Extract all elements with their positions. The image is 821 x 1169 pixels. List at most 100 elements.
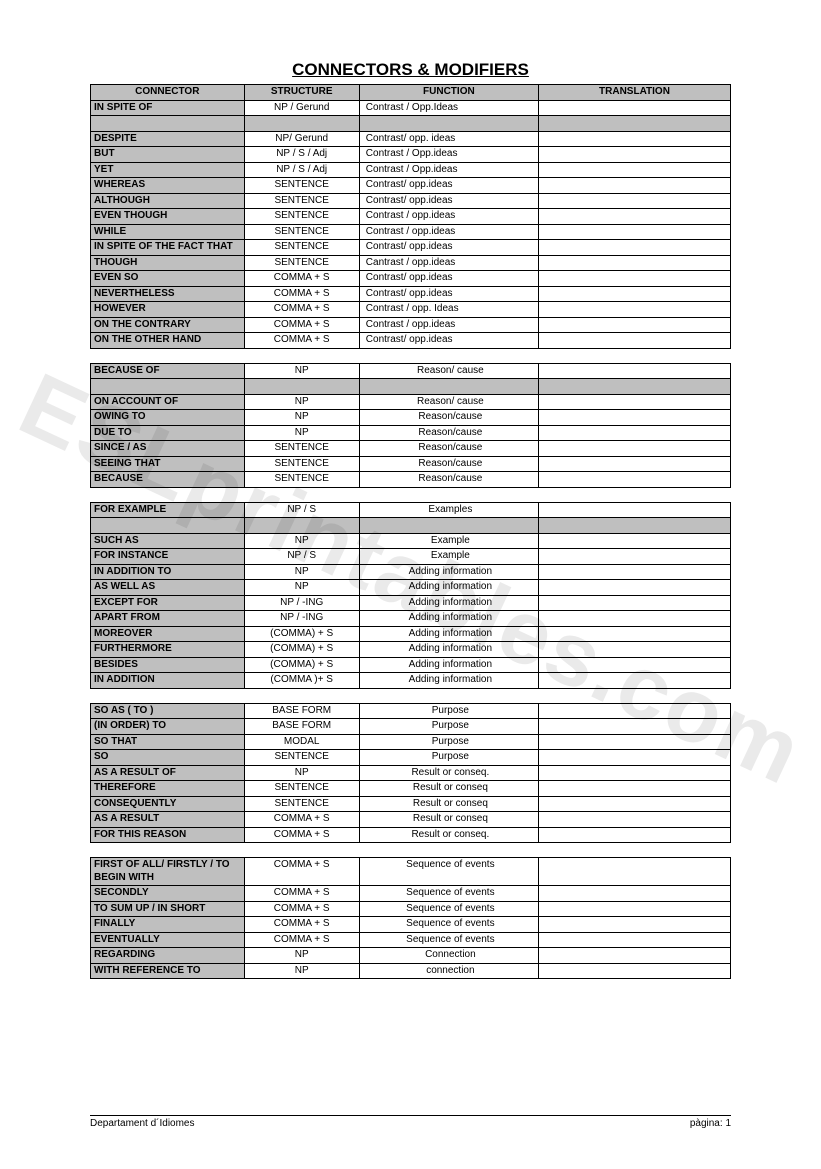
cell-structure: (COMMA) + S [244, 657, 359, 673]
cell-connector: FOR INSTANCE [91, 549, 245, 565]
cell-structure: SENTENCE [244, 240, 359, 256]
cell-structure: SENTENCE [244, 750, 359, 766]
table-row: EVENTUALLYCOMMA + SSequence of events [91, 932, 731, 948]
cell-function: Adding information [359, 611, 538, 627]
cell-structure: NP [244, 394, 359, 410]
cell-translation [538, 271, 730, 287]
connectors-table: FIRST OF ALL/ FIRSTLY / TO BEGIN WITHCOM… [90, 857, 731, 979]
cell-translation [538, 147, 730, 163]
cell-connector: SUCH AS [91, 533, 245, 549]
cell-connector: SECONDLY [91, 886, 245, 902]
cell-connector: MOREOVER [91, 626, 245, 642]
cell-connector: IN SPITE OF [91, 100, 245, 116]
cell-translation [538, 642, 730, 658]
cell-translation [538, 533, 730, 549]
cell-structure: COMMA + S [244, 812, 359, 828]
cell-connector: AS A RESULT OF [91, 765, 245, 781]
cell-connector: FINALLY [91, 917, 245, 933]
cell-structure: NP [244, 963, 359, 979]
cell-function: Contrast / Opp.Ideas [359, 100, 538, 116]
cell-structure: NP [244, 533, 359, 549]
table-row: EVEN SOCOMMA + SContrast/ opp.ideas [91, 271, 731, 287]
cell-structure: SENTENCE [244, 441, 359, 457]
cell-function: Example [359, 549, 538, 565]
cell-function: Contrast / opp.ideas [359, 317, 538, 333]
cell-structure: SENTENCE [244, 456, 359, 472]
cell-function: Adding information [359, 626, 538, 642]
cell-connector: YET [91, 162, 245, 178]
cell-function: Adding information [359, 564, 538, 580]
cell-connector: DUE TO [91, 425, 245, 441]
cell-connector: BUT [91, 147, 245, 163]
cell-translation [538, 425, 730, 441]
cell-structure: NP / -ING [244, 611, 359, 627]
table-row: FOR THIS REASONCOMMA + SResult or conseq… [91, 827, 731, 843]
cell-translation [538, 580, 730, 596]
cell-structure: SENTENCE [244, 472, 359, 488]
cell-structure: SENTENCE [244, 224, 359, 240]
cell-translation [538, 333, 730, 349]
cell-function: Contrast/ opp.ideas [359, 333, 538, 349]
cell-connector: THEREFORE [91, 781, 245, 797]
cell-structure: NP [244, 363, 359, 379]
cell-function: Result or conseq [359, 781, 538, 797]
cell-connector: SO [91, 750, 245, 766]
cell-function: Reason/cause [359, 456, 538, 472]
cell-translation [538, 932, 730, 948]
table-header-row: CONNECTORSTRUCTUREFUNCTIONTRANSLATION [91, 85, 731, 101]
cell-connector: IN ADDITION TO [91, 564, 245, 580]
cell-translation [538, 209, 730, 225]
table-row: SECONDLYCOMMA + SSequence of events [91, 886, 731, 902]
cell-connector: BECAUSE OF [91, 363, 245, 379]
footer-right: pàgina: 1 [690, 1118, 731, 1129]
cell-translation [538, 224, 730, 240]
table-header-structure: STRUCTURE [244, 85, 359, 101]
table-row: SO AS ( TO )BASE FORMPurpose [91, 703, 731, 719]
cell-structure: NP [244, 564, 359, 580]
cell-structure: BASE FORM [244, 703, 359, 719]
cell-structure: COMMA + S [244, 827, 359, 843]
cell-function: Contrast/ opp.ideas [359, 178, 538, 194]
cell-translation [538, 703, 730, 719]
tables-container: CONNECTORSTRUCTUREFUNCTIONTRANSLATIONIN … [90, 84, 731, 979]
cell-structure: NP [244, 765, 359, 781]
cell-translation [538, 456, 730, 472]
cell-connector: EVEN THOUGH [91, 209, 245, 225]
cell-connector: DESPITE [91, 131, 245, 147]
cell-function: Sequence of events [359, 858, 538, 886]
cell-connector: REGARDING [91, 948, 245, 964]
cell-connector: NEVERTHELESS [91, 286, 245, 302]
cell-function: Example [359, 533, 538, 549]
table-row: FIRST OF ALL/ FIRSTLY / TO BEGIN WITHCOM… [91, 858, 731, 886]
cell-function: Examples [359, 502, 538, 518]
cell-translation [538, 901, 730, 917]
table-row: SO THATMODALPurpose [91, 734, 731, 750]
cell-function: connection [359, 963, 538, 979]
table-row: IN SPITE OFNP / GerundContrast / Opp.Ide… [91, 100, 731, 116]
footer-page-number: 1 [725, 1118, 731, 1129]
cell-function: Contrast/ opp.ideas [359, 193, 538, 209]
cell-function: Result or conseq. [359, 827, 538, 843]
page-title: CONNECTORS & MODIFIERS [90, 60, 731, 80]
cell-function: Reason/ cause [359, 363, 538, 379]
cell-connector: IN SPITE OF THE FACT THAT [91, 240, 245, 256]
cell-function: Contrast/ opp.ideas [359, 271, 538, 287]
cell-function: Sequence of events [359, 886, 538, 902]
table-spacer-row [91, 518, 731, 534]
cell-translation [538, 363, 730, 379]
cell-structure: NP / S / Adj [244, 147, 359, 163]
table-header-translation: TRANSLATION [538, 85, 730, 101]
cell-structure: MODAL [244, 734, 359, 750]
cell-connector: ALTHOUGH [91, 193, 245, 209]
cell-translation [538, 673, 730, 689]
cell-structure: NP / S / Adj [244, 162, 359, 178]
cell-function: Contrast / opp.ideas [359, 224, 538, 240]
cell-translation [538, 781, 730, 797]
cell-structure: (COMMA) + S [244, 642, 359, 658]
cell-translation [538, 472, 730, 488]
table-row: DUE TONPReason/cause [91, 425, 731, 441]
cell-connector: IN ADDITION [91, 673, 245, 689]
cell-function: Result or conseq [359, 796, 538, 812]
cell-structure: COMMA + S [244, 858, 359, 886]
cell-function: Adding information [359, 580, 538, 596]
